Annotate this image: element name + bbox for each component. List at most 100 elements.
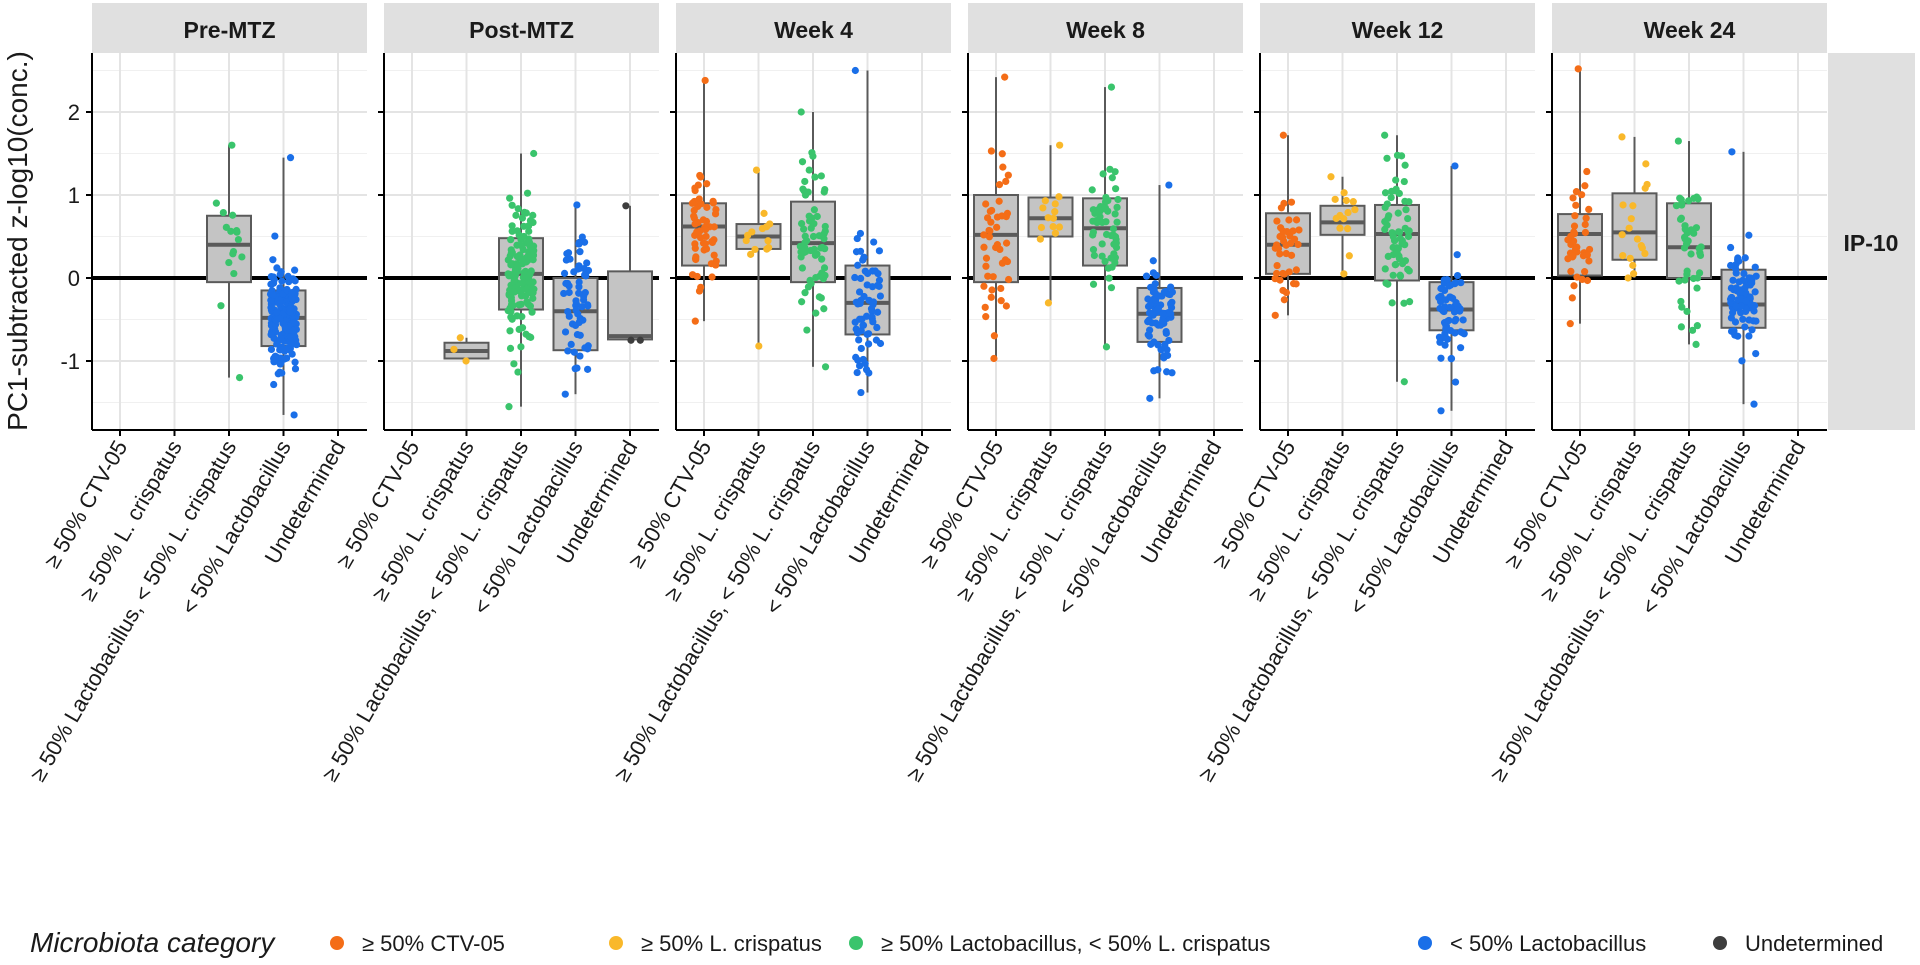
facet-strip [968,3,1243,53]
data-point [1727,327,1736,335]
data-point [1437,354,1445,362]
data-point [288,294,296,302]
data-point [517,242,526,250]
data-point [1003,209,1012,217]
data-point [691,220,699,228]
data-point [697,200,705,208]
data-point [1693,284,1701,292]
data-point [1159,309,1167,317]
facet-strip [384,3,659,53]
data-point [752,166,761,174]
data-point [820,188,828,196]
data-point [525,227,533,235]
legend: Microbiota category ≥ 50% CTV-05 ≥ 50% L.… [30,927,1883,958]
data-point [1391,261,1399,269]
data-point [1581,228,1590,237]
data-point [506,194,514,202]
data-point [1388,187,1396,195]
data-point [1089,280,1098,288]
data-point [517,288,525,296]
data-point [851,66,859,75]
data-point [997,297,1005,305]
data-point [1036,235,1044,243]
data-point [1741,254,1749,262]
data-point [275,300,284,308]
data-point [980,282,988,290]
data-point [1566,320,1574,328]
data-point [1285,216,1293,224]
data-point [865,369,873,377]
data-point [1167,300,1175,308]
data-point [863,281,871,289]
data-point [273,340,281,348]
box-group [552,201,599,398]
legend-swatch [1418,936,1432,950]
data-point [1401,241,1409,249]
data-point [291,365,300,373]
data-point [508,222,516,230]
data-point [1388,299,1396,307]
data-point [1748,326,1756,334]
data-point [1273,261,1281,270]
y-tick-label: -1 [60,349,80,374]
data-point [1111,210,1119,218]
data-point [1681,225,1689,233]
data-point [1742,305,1750,313]
data-point [1642,160,1650,168]
data-point [1279,269,1287,278]
data-point [1618,231,1626,239]
data-point [701,76,709,85]
data-point [869,318,877,326]
data-point [1405,267,1413,275]
facet-strip-label: Post-MTZ [469,17,574,43]
data-point [1107,254,1115,262]
row-strip-background [1828,53,1915,430]
data-point [1624,274,1632,282]
data-point [1389,271,1397,279]
data-point [572,306,580,314]
data-point [1683,307,1691,316]
data-point [703,203,711,211]
panel-post-mtz: Post-MTZ≥ 50% CTV-05≥ 50% L. crispatus≥ … [317,3,659,786]
data-point [1101,204,1109,212]
data-point [273,264,281,272]
data-point [564,249,573,257]
data-point [854,261,862,269]
facet-strip-label: Pre-MTZ [184,17,276,43]
facet-strip [676,3,951,53]
data-point [579,316,587,324]
data-point [701,240,710,248]
data-point [1114,195,1122,204]
data-point [1643,180,1651,189]
data-point [1287,198,1296,206]
data-point [871,267,879,275]
data-point [1405,198,1413,206]
data-point [227,227,235,235]
data-point [1340,270,1348,278]
data-point [1677,297,1685,306]
data-point [1400,177,1408,186]
data-point [1732,284,1741,292]
data-point [1727,261,1735,270]
data-point [510,288,518,296]
data-point [1447,293,1455,301]
data-point [1102,193,1110,202]
data-point [1692,340,1700,348]
data-point [225,258,233,267]
box [607,270,653,341]
data-point [1404,214,1412,223]
data-point [1112,185,1120,193]
data-point [691,255,700,263]
data-point [1572,188,1581,196]
data-point [1578,191,1586,199]
legend-item: Undetermined [1713,931,1883,956]
data-point [507,261,515,269]
data-point [1106,165,1114,173]
data-point [857,274,865,282]
data-point [1282,288,1290,297]
x-tick-label: ≥ 50% Lactobacillus, < 50% L. crispatus [901,436,1117,786]
data-point [1276,232,1284,241]
data-point [581,271,589,279]
data-point [1582,214,1590,222]
